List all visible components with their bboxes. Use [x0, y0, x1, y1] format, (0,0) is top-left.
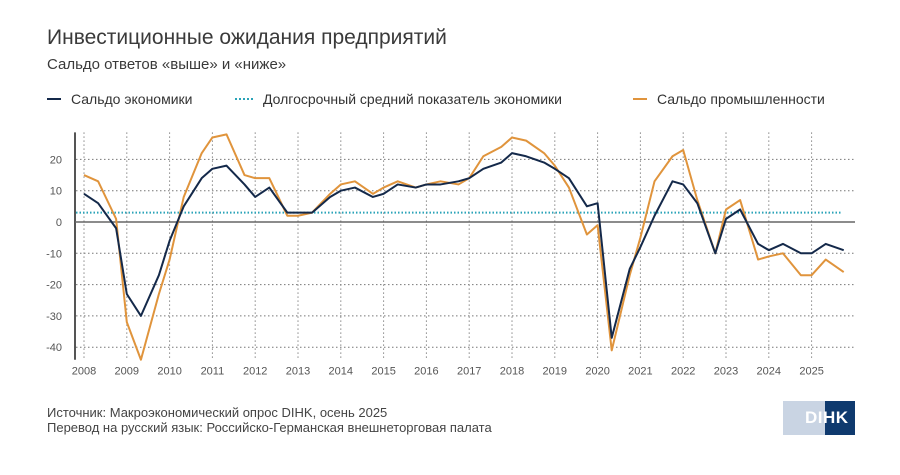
source-note: Источник: Макроэкономический опрос DIHK,… — [47, 405, 388, 420]
x-tick-label: 2011 — [201, 366, 225, 378]
x-tick-label: 2022 — [671, 366, 695, 378]
chart-subtitle: Сальдо ответов «выше» и «ниже» — [47, 56, 287, 73]
x-tick-label: 2019 — [543, 366, 567, 378]
series-industry — [83, 133, 845, 361]
x-tick-label: 2012 — [243, 366, 267, 378]
x-tick-label: 2021 — [628, 366, 652, 378]
x-tick-label: 2015 — [371, 366, 395, 378]
x-tick-label: 2009 — [115, 366, 139, 378]
dihk-logo: DIHK — [783, 401, 855, 435]
legend-swatch-economy — [47, 98, 61, 100]
legend-item-industry: Сальдо промышленности — [633, 91, 825, 107]
x-tick-label: 2017 — [457, 366, 481, 378]
x-tick-label: 2018 — [500, 366, 524, 378]
y-tick-label: 10 — [50, 186, 62, 198]
legend-label: Долгосрочный средний показатель экономик… — [263, 91, 563, 107]
x-tick-label: 2024 — [757, 366, 781, 378]
legend-label: Сальдо промышленности — [657, 91, 825, 107]
legend-swatch-longterm — [235, 98, 253, 100]
y-tick-label: -30 — [46, 311, 62, 323]
chart-title: Инвестиционные ожидания предприятий — [47, 26, 447, 49]
x-tick-label: 2010 — [157, 366, 181, 378]
legend-item-longterm: Долгосрочный средний показатель экономик… — [235, 91, 562, 107]
x-tick-label: 2008 — [72, 366, 96, 378]
y-tick-label: -40 — [46, 342, 62, 354]
translation-note: Перевод на русский язык: Российско-Герма… — [47, 420, 492, 435]
x-tick-label: 2016 — [414, 366, 438, 378]
logo-text: DIHK — [805, 408, 849, 427]
y-tick-label: -20 — [46, 280, 62, 292]
y-tick-label: 20 — [50, 154, 62, 166]
x-tick-label: 2023 — [714, 366, 738, 378]
legend-label: Сальдо экономики — [71, 91, 193, 107]
y-tick-label: 0 — [56, 217, 62, 229]
y-tick-label: -10 — [46, 248, 62, 260]
x-tick-label: 2013 — [286, 366, 310, 378]
x-tick-label: 2025 — [799, 366, 823, 378]
legend-swatch-industry — [633, 98, 647, 100]
legend-item-economy: Сальдо экономики — [47, 91, 192, 107]
series-economy — [83, 152, 845, 339]
x-tick-label: 2014 — [329, 366, 353, 378]
x-tick-label: 2020 — [585, 366, 609, 378]
